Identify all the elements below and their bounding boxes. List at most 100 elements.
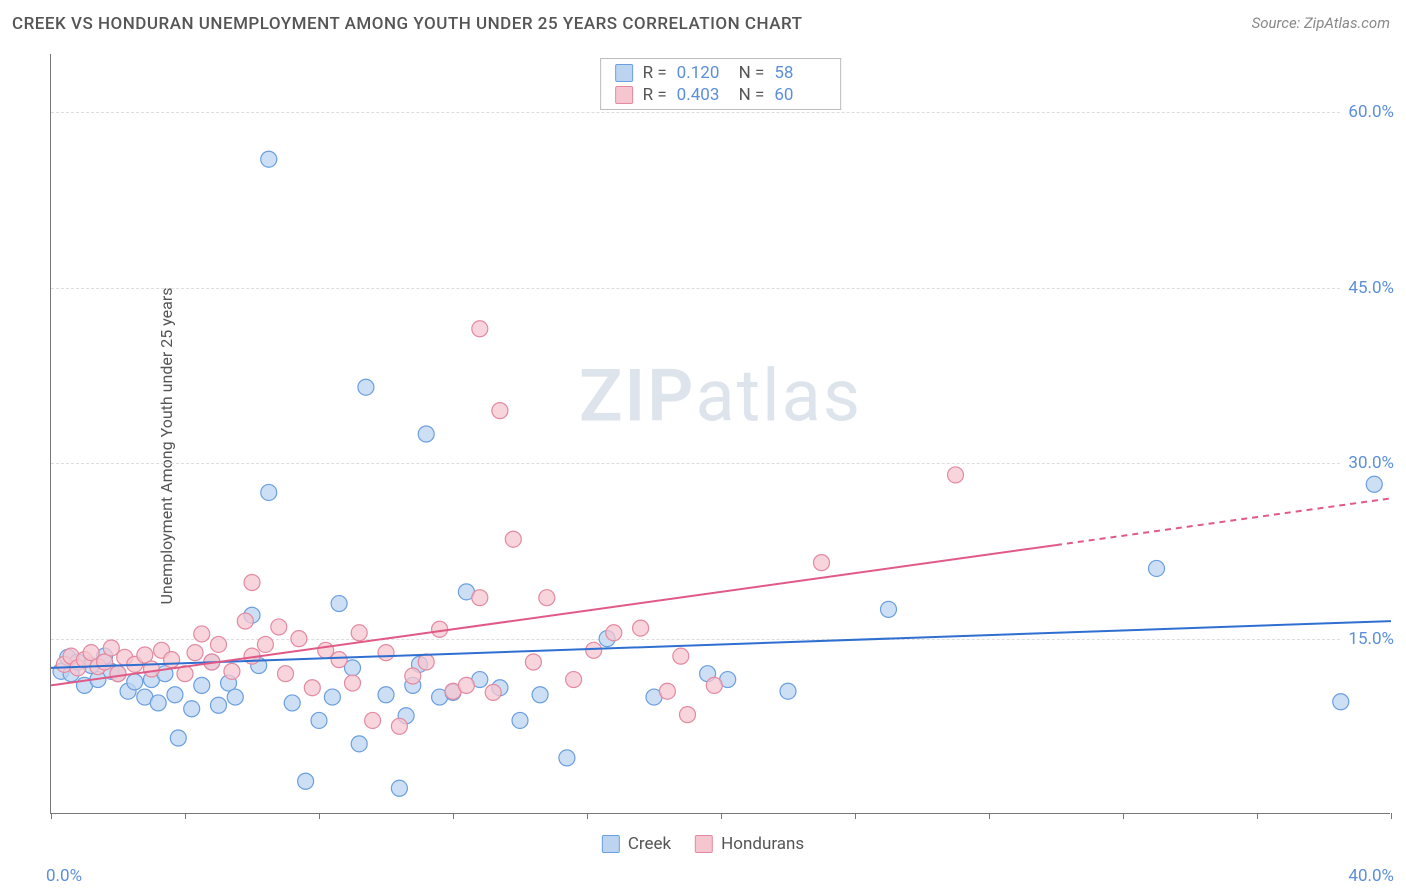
data-point: [418, 426, 434, 442]
scatter-svg: [51, 54, 1390, 813]
regression-line-extrapolated: [1056, 498, 1391, 545]
data-point: [331, 596, 347, 612]
data-point: [194, 626, 210, 642]
data-point: [405, 668, 421, 684]
data-point: [525, 654, 541, 670]
data-point: [184, 701, 200, 717]
data-point: [485, 684, 501, 700]
hondurans-legend-label: Hondurans: [721, 834, 804, 854]
data-point: [512, 712, 528, 728]
data-point: [278, 666, 294, 682]
x-axis-min-label: 0.0%: [46, 866, 82, 886]
regression-line: [51, 621, 1391, 668]
data-point: [633, 620, 649, 636]
x-tick: [1391, 813, 1392, 819]
legend: Creek Hondurans: [602, 834, 804, 854]
creek-r-value: 0.120: [677, 63, 729, 83]
x-tick: [1123, 813, 1124, 819]
data-point: [194, 677, 210, 693]
data-point: [566, 672, 582, 688]
data-point: [261, 151, 277, 167]
data-point: [187, 645, 203, 661]
data-point: [492, 403, 508, 419]
x-tick: [855, 813, 856, 819]
data-point: [237, 613, 253, 629]
data-point: [378, 687, 394, 703]
data-point: [432, 621, 448, 637]
data-point: [1149, 560, 1165, 576]
data-point: [680, 707, 696, 723]
data-point: [324, 689, 340, 705]
data-point: [391, 718, 407, 734]
x-tick: [587, 813, 588, 819]
x-tick: [989, 813, 990, 819]
source-attribution: Source: ZipAtlas.com: [1252, 14, 1390, 32]
data-point: [948, 467, 964, 483]
x-tick: [721, 813, 722, 819]
legend-item-creek: Creek: [602, 834, 671, 854]
data-point: [127, 674, 143, 690]
data-point: [706, 677, 722, 693]
creek-legend-label: Creek: [628, 834, 671, 854]
x-tick: [1257, 813, 1258, 819]
correlation-stats-box: R = 0.120 N = 58 R = 0.403 N = 60: [600, 58, 842, 110]
stats-row-hondurans: R = 0.403 N = 60: [615, 85, 827, 105]
x-tick: [453, 813, 454, 819]
data-point: [244, 574, 260, 590]
data-point: [378, 645, 394, 661]
plot-area: ZIPatlas 15.0%30.0%45.0%60.0% R = 0.120 …: [50, 54, 1390, 814]
data-point: [505, 531, 521, 547]
data-point: [345, 675, 361, 691]
data-point: [1333, 694, 1349, 710]
data-point: [211, 636, 227, 652]
data-point: [257, 636, 273, 652]
data-point: [351, 736, 367, 752]
data-point: [110, 666, 126, 682]
data-point: [814, 555, 830, 571]
data-point: [224, 663, 240, 679]
x-axis-max-label: 40.0%: [1348, 866, 1394, 886]
creek-swatch: [615, 64, 633, 82]
data-point: [472, 321, 488, 337]
data-point: [418, 654, 434, 670]
data-point: [261, 484, 277, 500]
data-point: [150, 695, 166, 711]
hondurans-r-value: 0.403: [677, 85, 729, 105]
data-point: [304, 680, 320, 696]
x-tick: [319, 813, 320, 819]
data-point: [365, 712, 381, 728]
data-point: [227, 689, 243, 705]
data-point: [271, 619, 287, 635]
hondurans-swatch: [615, 86, 633, 104]
data-point: [291, 631, 307, 647]
data-point: [351, 625, 367, 641]
data-point: [298, 773, 314, 789]
data-point: [167, 687, 183, 703]
data-point: [539, 590, 555, 606]
x-tick: [185, 813, 186, 819]
data-point: [659, 683, 675, 699]
data-point: [472, 590, 488, 606]
data-point: [559, 750, 575, 766]
data-point: [331, 652, 347, 668]
data-point: [103, 640, 119, 656]
stats-row-creek: R = 0.120 N = 58: [615, 63, 827, 83]
data-point: [1366, 476, 1382, 492]
hondurans-legend-swatch: [695, 835, 713, 853]
regression-line: [51, 545, 1056, 685]
data-point: [211, 697, 227, 713]
data-point: [170, 730, 186, 746]
chart-container: CREEK VS HONDURAN UNEMPLOYMENT AMONG YOU…: [0, 0, 1406, 892]
data-point: [606, 625, 622, 641]
data-point: [532, 687, 548, 703]
data-point: [164, 652, 180, 668]
data-point: [311, 712, 327, 728]
data-point: [284, 695, 300, 711]
data-point: [780, 683, 796, 699]
x-tick: [51, 813, 52, 819]
data-point: [318, 642, 334, 658]
data-point: [586, 642, 602, 658]
chart-title: CREEK VS HONDURAN UNEMPLOYMENT AMONG YOU…: [12, 14, 802, 34]
creek-n-value: 58: [774, 63, 826, 83]
data-point: [358, 379, 374, 395]
